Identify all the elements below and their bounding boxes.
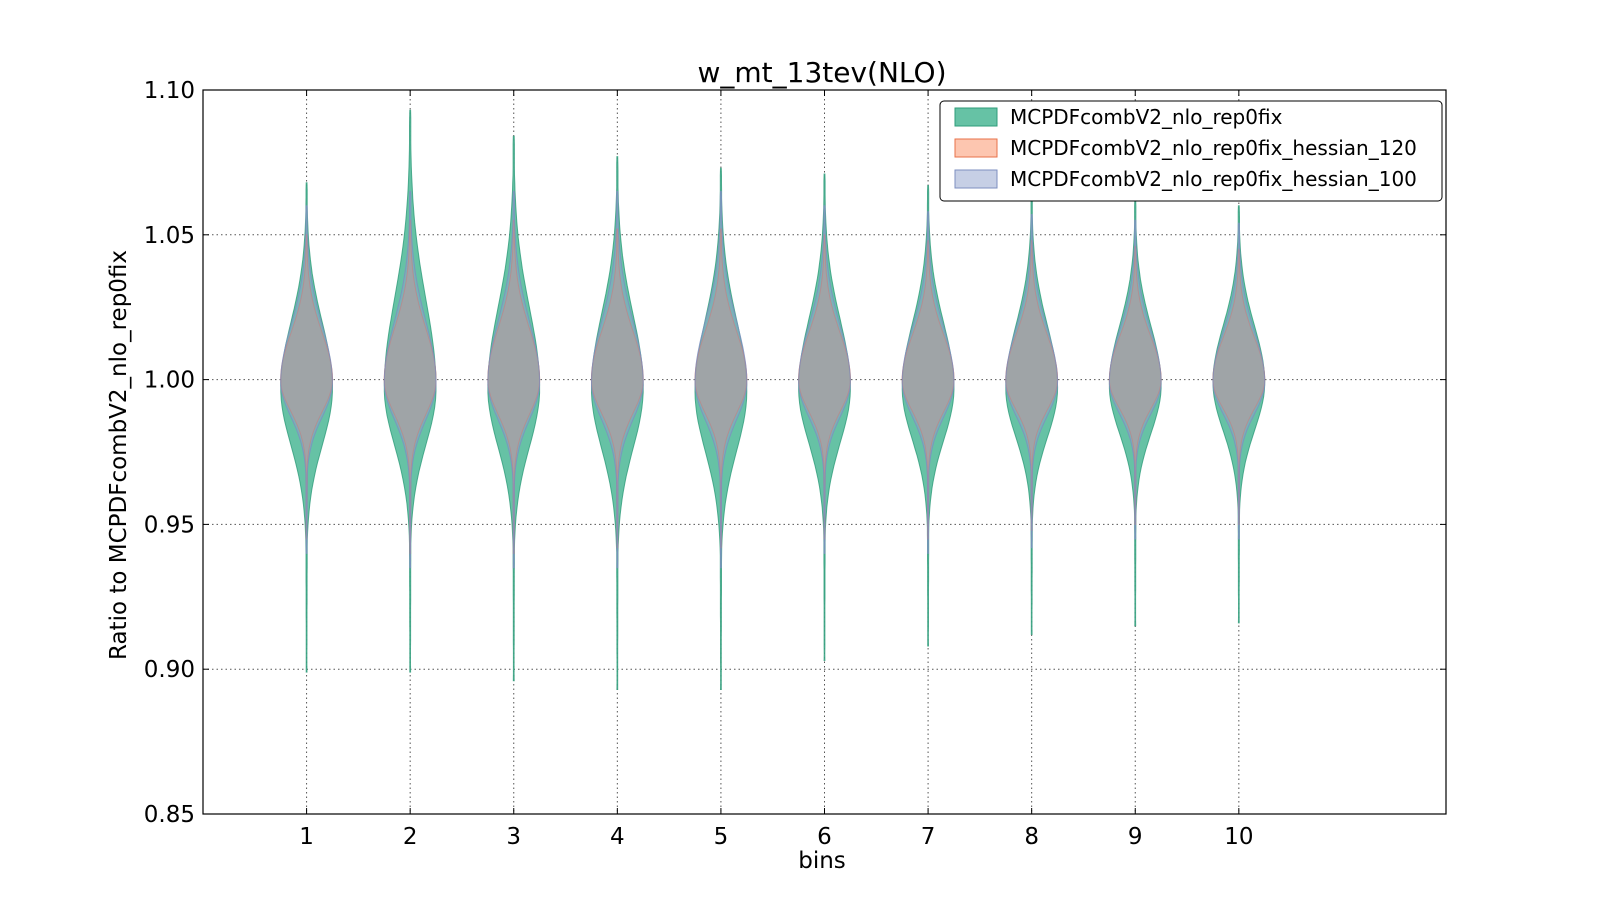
violin-bin-4 xyxy=(591,190,644,569)
y-tick-label: 1.05 xyxy=(144,223,195,249)
violin-bin-9 xyxy=(1108,219,1162,540)
y-axis-label: Ratio to MCPDFcombV2_nlo_rep0fix xyxy=(106,250,132,660)
legend-label: MCPDFcombV2_nlo_rep0fix_hessian_120 xyxy=(1010,136,1417,160)
y-tick-label: 1.00 xyxy=(144,368,195,394)
x-tick-label: 10 xyxy=(1224,824,1253,850)
axis-ticks: 1 2 3 4 5 6 7 8 9 10 0.85 0.90 0.95 1.00 1.05 1.10 xyxy=(144,78,1446,850)
violin-bin-7 xyxy=(901,211,955,554)
x-tick-label: 8 xyxy=(1024,824,1039,850)
x-tick-label: 1 xyxy=(299,824,314,850)
y-tick-label: 0.90 xyxy=(144,657,195,683)
violin-bin-2 xyxy=(383,190,437,569)
x-tick-label: 4 xyxy=(610,824,625,850)
x-tick-label: 6 xyxy=(817,824,832,850)
violin-bin-5 xyxy=(694,190,748,569)
x-tick-label: 5 xyxy=(714,824,729,850)
x-tick-label: 3 xyxy=(506,824,521,850)
x-axis-label: bins xyxy=(798,848,846,874)
y-tick-label: 0.85 xyxy=(144,802,195,828)
violin-series-3 xyxy=(280,190,1266,569)
chart-title: w_mt_13tev(NLO) xyxy=(698,56,947,89)
legend-swatch xyxy=(954,138,998,158)
x-tick-label: 7 xyxy=(921,824,936,850)
violin-plots xyxy=(280,109,1266,690)
legend-label: MCPDFcombV2_nlo_rep0fix_hessian_100 xyxy=(1010,167,1417,191)
x-tick-label: 9 xyxy=(1128,824,1143,850)
legend-swatch xyxy=(954,169,998,189)
violin-bin-8 xyxy=(1005,214,1059,549)
legend-label: MCPDFcombV2_nlo_rep0fix xyxy=(1010,105,1283,129)
legend-box xyxy=(939,100,1443,202)
y-tick-label: 1.10 xyxy=(144,78,195,104)
legend-swatch xyxy=(954,107,998,127)
x-tick-label: 2 xyxy=(403,824,418,850)
y-tick-label: 0.95 xyxy=(144,512,195,538)
violin-bin-6 xyxy=(798,205,851,554)
legend: MCPDFcombV2_nlo_rep0fix MCPDFcombV2_nlo_r… xyxy=(939,100,1443,202)
violin-bin-1 xyxy=(280,205,333,554)
violin-bin-3 xyxy=(487,190,541,569)
violin-bin-10 xyxy=(1212,222,1266,540)
